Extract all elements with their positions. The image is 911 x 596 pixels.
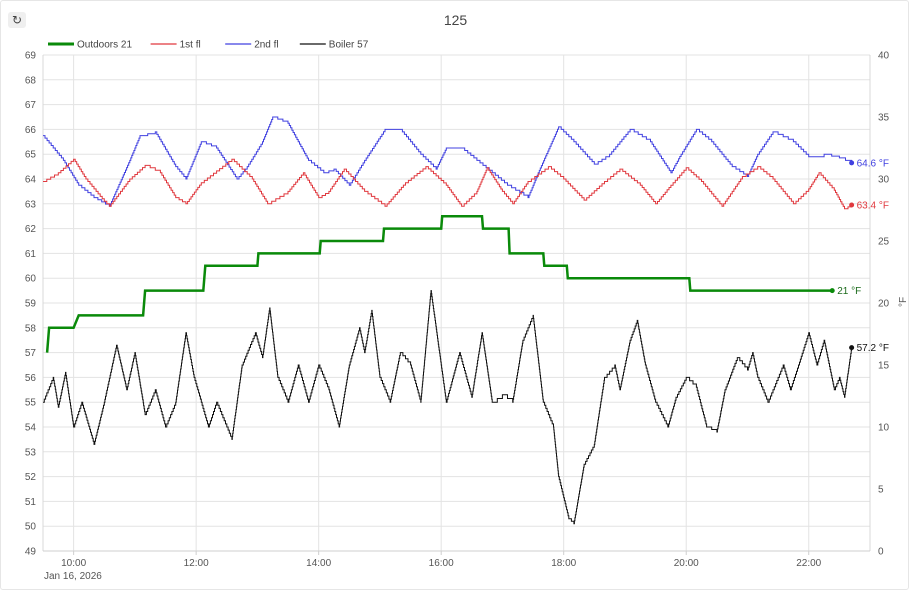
y-tick-label-right: 15 [878,361,890,372]
y-tick-label-right: 30 [878,175,890,186]
series-end-label: 63.4 °F [857,201,889,212]
series-end-label: 57.2 °F [857,343,889,354]
y-tick-label-left: 68 [25,75,37,86]
x-axis-date-label: Jan 16, 2026 [44,571,102,582]
y-tick-label-left: 67 [25,100,37,111]
series-end-point [849,345,855,351]
series-end-point [849,202,855,208]
y-tick-label-left: 54 [25,423,37,434]
y-axis-right: 0 5 10 15 20 25 30 35 40 [878,51,890,558]
series-line-1st-fl [43,158,853,210]
refresh-icon[interactable]: ↻ [8,12,26,28]
legend-label: Boiler 57 [329,40,369,51]
y-tick-label-left: 50 [25,522,37,533]
y-tick-label-left: 58 [25,323,37,334]
x-tick-label: 16:00 [429,558,454,569]
chart-title: 125 [443,12,468,28]
legend-label: 1st fl [180,40,201,51]
y-tick-label-left: 64 [25,175,37,186]
y-tick-label-left: 52 [25,472,37,483]
y-tick-label-left: 56 [25,373,37,384]
series-line-outdoors-21 [45,214,833,353]
series-line-boiler-57 [43,290,853,525]
y-tick-label-left: 55 [25,398,37,409]
y-tick-label-left: 63 [25,199,37,210]
grid-lines [42,54,871,552]
x-tick-label: 22:00 [796,558,821,569]
y-tick-label-right: 25 [878,237,890,248]
legend: Outdoors 21 1st fl 2nd fl Boiler 57 [48,40,369,51]
y-tick-label-right: 0 [878,547,884,558]
series-end-point [829,288,835,294]
y-tick-label-left: 65 [25,150,37,161]
end-markers: 64.6 °F 63.4 °F 57.2 °F 21 °F [829,158,889,354]
y-tick-label-right: 20 [878,299,890,310]
y-tick-label-left: 53 [25,447,37,458]
y-axis-right-label: °F [898,297,909,307]
legend-label: 2nd fl [254,40,278,51]
y-tick-label-left: 61 [25,249,37,260]
series-end-label: 64.6 °F [857,158,889,169]
x-tick-label: 12:00 [184,558,209,569]
y-tick-label-left: 59 [25,299,37,310]
series-end-point [849,160,855,166]
legend-label: Outdoors 21 [77,40,132,51]
y-tick-label-left: 60 [25,274,37,285]
x-tick-label: 14:00 [306,558,331,569]
series-lines [43,116,853,525]
y-tick-label-left: 49 [25,547,37,558]
x-tick-label: 20:00 [674,558,699,569]
y-tick-label-left: 51 [25,497,37,508]
y-tick-label-right: 35 [878,113,890,124]
y-tick-label-right: 40 [878,51,890,62]
y-tick-label-left: 62 [25,224,37,235]
y-tick-label-right: 5 [878,485,884,496]
y-tick-label-left: 66 [25,125,37,136]
x-axis: 10:00 12:00 14:00 16:00 18:00 20:00 22:00 [61,551,822,569]
series-end-label: 21 °F [837,286,861,297]
y-tick-label-left: 69 [25,51,37,62]
x-tick-label: 10:00 [61,558,86,569]
y-tick-label-right: 10 [878,423,890,434]
x-tick-label: 18:00 [551,558,576,569]
y-axis-left: 49 50 51 52 53 54 55 56 57 58 59 60 61 62 63 64 65 66 67 68… [25,51,37,558]
series-line-2nd-fl [43,116,853,207]
y-tick-label-left: 57 [25,348,37,359]
